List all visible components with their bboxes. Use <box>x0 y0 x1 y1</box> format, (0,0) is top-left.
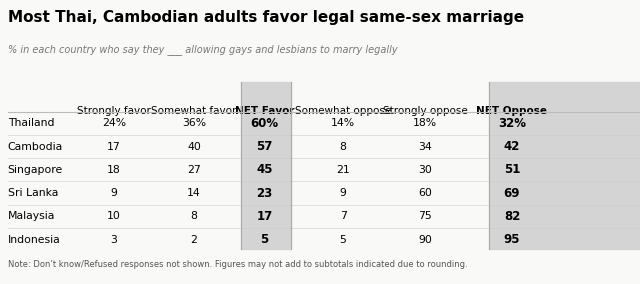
Text: 23: 23 <box>256 187 273 200</box>
Text: Cambodia: Cambodia <box>8 141 63 152</box>
Text: 14%: 14% <box>331 118 355 128</box>
Text: Somewhat oppose: Somewhat oppose <box>295 106 391 116</box>
Text: 45: 45 <box>256 163 273 176</box>
Text: Note: Don’t know/Refused responses not shown. Figures may not add to subtotals i: Note: Don’t know/Refused responses not s… <box>8 260 467 270</box>
Text: Strongly favor: Strongly favor <box>77 106 151 116</box>
Text: 17: 17 <box>107 141 121 152</box>
Text: 3: 3 <box>111 235 117 245</box>
Text: NET Oppose: NET Oppose <box>477 106 547 116</box>
Text: 9: 9 <box>340 188 346 198</box>
Text: 18%: 18% <box>413 118 437 128</box>
Text: 18: 18 <box>107 165 121 175</box>
Text: 75: 75 <box>418 211 432 222</box>
Text: 32%: 32% <box>498 117 526 130</box>
Text: Singapore: Singapore <box>8 165 63 175</box>
Text: 34: 34 <box>418 141 432 152</box>
Text: 60: 60 <box>418 188 432 198</box>
Text: 95: 95 <box>504 233 520 246</box>
Text: 5: 5 <box>340 235 346 245</box>
Text: 42: 42 <box>504 140 520 153</box>
Text: Somewhat favor: Somewhat favor <box>151 106 237 116</box>
Text: 57: 57 <box>256 140 273 153</box>
Text: 2: 2 <box>191 235 197 245</box>
Text: 10: 10 <box>107 211 121 222</box>
Text: Strongly oppose: Strongly oppose <box>383 106 467 116</box>
Text: Indonesia: Indonesia <box>8 235 60 245</box>
Text: 7: 7 <box>340 211 346 222</box>
Text: 40: 40 <box>187 141 201 152</box>
Text: 9: 9 <box>111 188 117 198</box>
Text: 24%: 24% <box>102 118 126 128</box>
Text: 5: 5 <box>260 233 268 246</box>
Text: NET Favor: NET Favor <box>235 106 294 116</box>
Text: 21: 21 <box>336 165 350 175</box>
Text: Thailand: Thailand <box>8 118 54 128</box>
Text: % in each country who say they ___ allowing gays and lesbians to marry legally: % in each country who say they ___ allow… <box>8 44 397 55</box>
Text: Sri Lanka: Sri Lanka <box>8 188 58 198</box>
Text: 36%: 36% <box>182 118 206 128</box>
Text: 8: 8 <box>191 211 197 222</box>
Text: Most Thai, Cambodian adults favor legal same-sex marriage: Most Thai, Cambodian adults favor legal … <box>8 10 524 25</box>
Text: 14: 14 <box>187 188 201 198</box>
Text: 8: 8 <box>340 141 346 152</box>
Text: 30: 30 <box>418 165 432 175</box>
Text: 27: 27 <box>187 165 201 175</box>
Text: 69: 69 <box>504 187 520 200</box>
Text: 82: 82 <box>504 210 520 223</box>
Text: 51: 51 <box>504 163 520 176</box>
Text: Malaysia: Malaysia <box>8 211 55 222</box>
Text: 17: 17 <box>256 210 273 223</box>
Text: 90: 90 <box>418 235 432 245</box>
Text: 60%: 60% <box>250 117 278 130</box>
